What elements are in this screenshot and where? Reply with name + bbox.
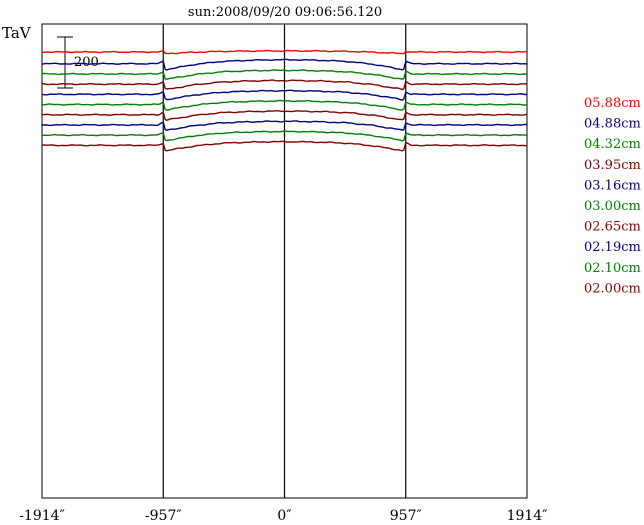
chart-title: sun:2008/09/20 09:06:56.120 bbox=[188, 5, 382, 20]
legend-entry-02.65cm: 02.65cm bbox=[584, 220, 641, 235]
series-line-04.88cm bbox=[41, 58, 528, 71]
x-tick-label-2: 0″ bbox=[277, 508, 291, 524]
legend: 05.88cm 04.88cm 04.32cm 03.95cm 03.16cm 03.00… bbox=[584, 96, 641, 296]
series-line-02.19cm bbox=[42, 120, 528, 131]
series-line-04.32cm bbox=[41, 69, 528, 81]
series-line-02.00cm bbox=[41, 140, 527, 152]
legend-entry-02.00cm: 02.00cm bbox=[584, 281, 641, 296]
legend-entry-05.88cm: 05.88cm bbox=[584, 96, 641, 111]
series-group bbox=[41, 49, 528, 152]
legend-entry-04.88cm: 04.88cm bbox=[584, 117, 641, 132]
x-tick-label-4: 1914″ bbox=[507, 508, 548, 524]
legend-entry-02.19cm: 02.19cm bbox=[584, 240, 641, 255]
series-line-03.00cm bbox=[41, 99, 528, 111]
legend-entry-03.16cm: 03.16cm bbox=[584, 178, 641, 193]
x-tick-label-0: -1914″ bbox=[19, 508, 65, 524]
scale-bar-label: 200 bbox=[74, 55, 99, 70]
series-line-05.88cm bbox=[42, 49, 527, 55]
x-tick-label-3: 957″ bbox=[390, 508, 422, 524]
series-line-02.10cm bbox=[41, 130, 528, 142]
legend-entry-03.95cm: 03.95cm bbox=[584, 158, 641, 173]
y-axis-label: TaV bbox=[2, 24, 32, 42]
x-tick-label-1: -957″ bbox=[145, 508, 182, 524]
legend-entry-04.32cm: 04.32cm bbox=[584, 137, 641, 152]
x-tick-labels: -1914″ -957″ 0″ 957″ 1914″ bbox=[19, 508, 547, 524]
legend-entry-03.00cm: 03.00cm bbox=[584, 199, 641, 214]
series-line-02.65cm bbox=[42, 109, 528, 121]
legend-entry-02.10cm: 02.10cm bbox=[584, 261, 641, 276]
scale-bar: 200 bbox=[57, 36, 99, 89]
series-line-03.95cm bbox=[41, 79, 527, 91]
series-line-03.16cm bbox=[41, 89, 527, 101]
